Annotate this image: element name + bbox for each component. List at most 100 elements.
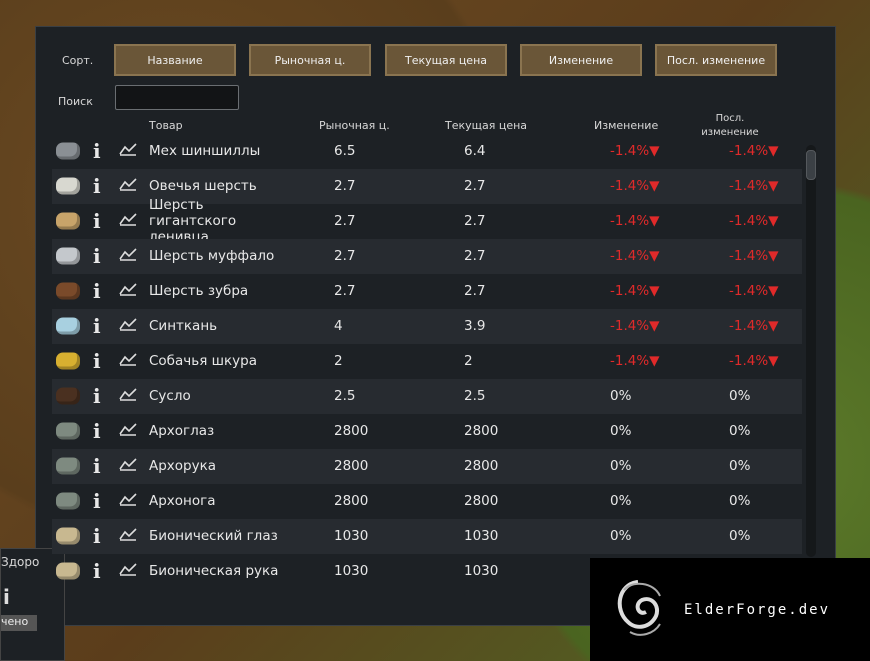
- price-cell: 0%: [610, 493, 632, 509]
- graph-button[interactable]: [119, 352, 137, 370]
- graph-button[interactable]: [119, 457, 137, 475]
- price-cell: 6.4: [464, 143, 486, 159]
- graph-icon: [119, 248, 137, 261]
- item-name: Архонога: [149, 493, 216, 509]
- side-panel: Здоро i чено: [0, 548, 65, 661]
- item-name: Овечья шерсть: [149, 178, 257, 194]
- info-button[interactable]: i: [93, 244, 101, 268]
- item-icon: [56, 177, 80, 195]
- price-cell: 0%: [729, 528, 751, 544]
- item-name: Бионическая рука: [149, 563, 279, 579]
- price-cell: 2.5: [334, 388, 356, 404]
- side-status: чено: [1, 615, 37, 631]
- price-cell: 1030: [464, 563, 499, 579]
- price-cell: -1.4%▼: [729, 353, 779, 369]
- price-cell: 2.7: [464, 283, 486, 299]
- graph-button[interactable]: [119, 282, 137, 300]
- graph-button[interactable]: [119, 492, 137, 510]
- price-cell: 0%: [610, 458, 632, 474]
- item-name: Архоглаз: [149, 423, 215, 439]
- sort-button[interactable]: Текущая цена: [385, 44, 507, 76]
- graph-icon: [119, 528, 137, 541]
- item-name: Сусло: [149, 388, 191, 404]
- info-button[interactable]: i: [93, 209, 101, 233]
- graph-button[interactable]: [119, 422, 137, 440]
- info-button[interactable]: i: [93, 489, 101, 513]
- watermark: ElderForge.dev: [590, 558, 870, 661]
- info-button[interactable]: i: [93, 139, 101, 163]
- price-cell: 2: [464, 353, 473, 369]
- graph-icon: [119, 213, 137, 226]
- price-cell: 2800: [334, 458, 369, 474]
- price-cell: 2.7: [464, 178, 486, 194]
- graph-icon: [119, 318, 137, 331]
- graph-button[interactable]: [119, 317, 137, 335]
- info-button[interactable]: i: [93, 384, 101, 408]
- price-cell: 2800: [464, 423, 499, 439]
- graph-icon: [119, 563, 137, 576]
- row-background: [52, 449, 802, 484]
- item-icon: [56, 282, 80, 300]
- column-header[interactable]: Рыночная ц.: [319, 119, 390, 132]
- info-button[interactable]: i: [93, 454, 101, 478]
- sort-button[interactable]: Изменение: [520, 44, 642, 76]
- price-cell: 2.7: [334, 213, 356, 229]
- price-cell: -1.4%▼: [729, 318, 779, 334]
- price-cell: 1030: [464, 528, 499, 544]
- item-icon: [56, 317, 80, 335]
- price-cell: 2800: [464, 493, 499, 509]
- price-cell: 0%: [610, 423, 632, 439]
- search-input[interactable]: [115, 85, 239, 110]
- price-cell: -1.4%▼: [729, 213, 779, 229]
- graph-icon: [119, 283, 137, 296]
- price-cell: -1.4%▼: [610, 143, 660, 159]
- price-cell: -1.4%▼: [729, 178, 779, 194]
- item-name: Шерсть гигантского ленивца: [149, 197, 237, 245]
- price-cell: 0%: [729, 423, 751, 439]
- price-cell: -1.4%▼: [610, 248, 660, 264]
- sort-button[interactable]: Посл. изменение: [655, 44, 777, 76]
- info-button[interactable]: i: [93, 174, 101, 198]
- graph-button[interactable]: [119, 212, 137, 230]
- row-background: [52, 379, 802, 414]
- sort-button[interactable]: Название: [114, 44, 236, 76]
- info-button[interactable]: i: [93, 279, 101, 303]
- column-header[interactable]: Товар: [149, 119, 183, 132]
- info-button[interactable]: i: [93, 349, 101, 373]
- column-header[interactable]: Посл. изменение: [701, 113, 759, 136]
- info-button[interactable]: i: [93, 419, 101, 443]
- price-cell: 2.7: [334, 248, 356, 264]
- graph-button[interactable]: [119, 562, 137, 580]
- watermark-logo: [617, 580, 661, 636]
- item-name: Мех шиншиллы: [149, 143, 261, 159]
- graph-button[interactable]: [119, 387, 137, 405]
- price-cell: -1.4%▼: [729, 143, 779, 159]
- row-background: [52, 519, 802, 554]
- graph-button[interactable]: [119, 247, 137, 265]
- graph-icon: [119, 458, 137, 471]
- search-label: Поиск: [58, 95, 93, 108]
- item-name: Шерсть муффало: [149, 248, 275, 264]
- graph-icon: [119, 143, 137, 156]
- graph-icon: [119, 388, 137, 401]
- scroll-thumb[interactable]: [806, 150, 816, 180]
- item-icon: [56, 457, 80, 475]
- info-button[interactable]: i: [93, 524, 101, 548]
- row-background: [52, 169, 802, 204]
- graph-button[interactable]: [119, 142, 137, 160]
- item-name: Архорука: [149, 458, 217, 474]
- price-cell: 2.7: [464, 213, 486, 229]
- column-header[interactable]: Текущая цена: [445, 119, 528, 132]
- scrollbar[interactable]: [806, 145, 816, 557]
- sort-button[interactable]: Рыночная ц.: [249, 44, 371, 76]
- graph-button[interactable]: [119, 527, 137, 545]
- column-header[interactable]: Изменение: [594, 119, 659, 132]
- price-cell: -1.4%▼: [610, 213, 660, 229]
- item-icon: [56, 492, 80, 510]
- info-button[interactable]: i: [93, 314, 101, 338]
- info-button[interactable]: i: [93, 559, 101, 583]
- graph-button[interactable]: [119, 177, 137, 195]
- watermark-text: ElderForge.dev: [684, 602, 831, 618]
- price-cell: -1.4%▼: [729, 248, 779, 264]
